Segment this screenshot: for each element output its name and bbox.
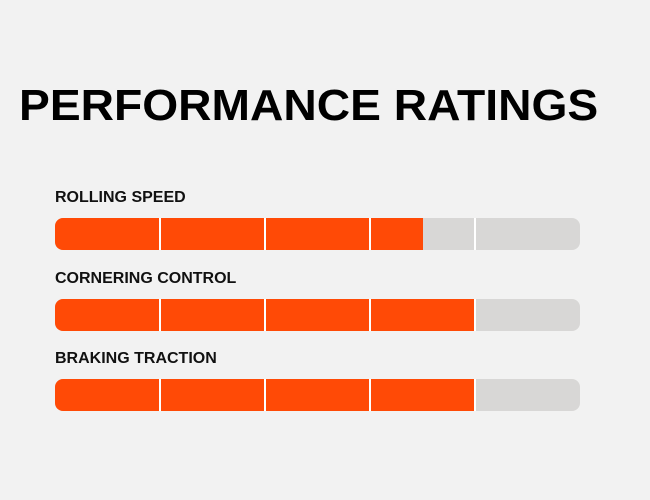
rating-cornering-control: CORNERING CONTROL (55, 269, 580, 331)
rating-label: CORNERING CONTROL (55, 270, 237, 287)
rating-braking-traction: BRAKING TRACTION (55, 349, 580, 411)
rating-label: BRAKING TRACTION (55, 350, 217, 367)
rating-segment-divider (369, 379, 371, 411)
rating-segment-divider (474, 218, 476, 250)
page-title: PERFORMANCE RATINGS (19, 81, 599, 130)
rating-bar-track (55, 218, 580, 250)
rating-segment-divider (369, 299, 371, 331)
rating-segment-divider (264, 299, 266, 331)
rating-segment-divider (159, 299, 161, 331)
rating-segment-divider (474, 379, 476, 411)
rating-segment-divider (159, 379, 161, 411)
rating-label: ROLLING SPEED (55, 189, 186, 206)
rating-segment-divider (264, 379, 266, 411)
rating-segment-divider (159, 218, 161, 250)
rating-segment-divider (369, 218, 371, 250)
rating-bar-fill (55, 218, 423, 250)
rating-bar-track (55, 379, 580, 411)
rating-rolling-speed: ROLLING SPEED (55, 188, 580, 250)
rating-bar-track (55, 299, 580, 331)
rating-segment-divider (264, 218, 266, 250)
rating-segment-divider (474, 299, 476, 331)
